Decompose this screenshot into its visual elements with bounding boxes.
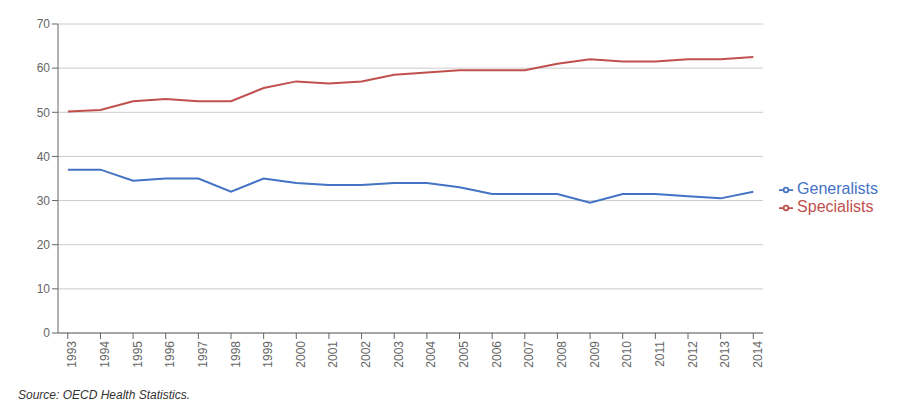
svg-text:2014: 2014 — [751, 341, 765, 368]
svg-text:30: 30 — [37, 194, 51, 208]
svg-text:2003: 2003 — [392, 341, 406, 368]
svg-text:70: 70 — [37, 17, 51, 31]
svg-text:2012: 2012 — [686, 341, 700, 368]
svg-text:2006: 2006 — [490, 341, 504, 368]
html-text:Source: OECD Health Statistics: Source: OECD Health Statistics. — [18, 388, 191, 402]
svg-text:60: 60 — [37, 61, 51, 75]
svg-text:40: 40 — [37, 150, 51, 164]
svg-text:1999: 1999 — [261, 341, 275, 368]
svg-text:1997: 1997 — [196, 341, 210, 368]
svg-text:0: 0 — [43, 326, 50, 340]
html-text:Generalists: Generalists — [797, 180, 878, 197]
svg-text:2007: 2007 — [522, 341, 536, 368]
svg-text:2013: 2013 — [718, 341, 732, 368]
svg-text:2010: 2010 — [620, 341, 634, 368]
svg-text:2005: 2005 — [457, 341, 471, 368]
svg-text:1996: 1996 — [163, 341, 177, 368]
svg-text:2009: 2009 — [588, 341, 602, 368]
svg-text:2004: 2004 — [424, 341, 438, 368]
svg-text:2008: 2008 — [555, 341, 569, 368]
svg-text:1995: 1995 — [131, 341, 145, 368]
svg-text:2001: 2001 — [326, 341, 340, 368]
svg-text:50: 50 — [37, 106, 51, 120]
svg-text:2002: 2002 — [359, 341, 373, 368]
svg-text:20: 20 — [37, 238, 51, 252]
svg-text:2000: 2000 — [294, 341, 308, 368]
svg-text:1994: 1994 — [98, 341, 112, 368]
svg-text:1998: 1998 — [229, 341, 243, 368]
html-text:Specialists: Specialists — [797, 198, 874, 215]
svg-text:2011: 2011 — [653, 341, 667, 367]
svg-text:10: 10 — [37, 282, 51, 296]
svg-text:1993: 1993 — [65, 341, 79, 368]
